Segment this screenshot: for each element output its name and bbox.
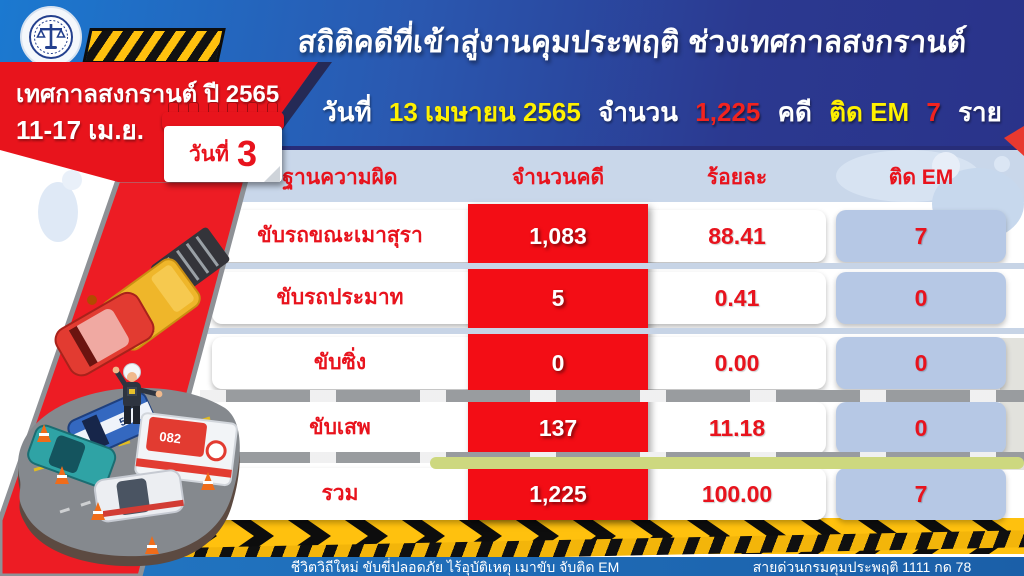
ambulance-roof-number: 082: [159, 429, 182, 447]
em-count-cell: 7: [914, 223, 928, 249]
em-label: ติด EM: [829, 97, 910, 127]
date-summary-line: วันที่ 13 เมษายน 2565 จำนวน 1,225 คดี ติ…: [300, 94, 1024, 130]
calendar-fold-corner: [264, 166, 280, 182]
column-header-cases: จำนวนคดี: [511, 166, 605, 189]
offense-cell: ขับเสพ: [309, 416, 371, 439]
row-separator: [206, 328, 1024, 334]
red-seven-ribbon: [0, 177, 249, 576]
calendar-day-label: วันที่: [188, 142, 229, 166]
water-splash-icon: [38, 182, 78, 242]
white-suv-graphic: [93, 469, 185, 523]
percent-cell: 0.00: [714, 350, 760, 376]
calendar-day-card: วันที่ 3: [162, 102, 284, 184]
column-header-em: ติด EM: [888, 166, 954, 189]
em-unit: ราย: [958, 97, 1002, 127]
footer-hotline: สายด่วนกรมคุมประพฤติ 1111 กด 78: [752, 559, 972, 575]
column-header-percent: ร้อยละ: [706, 166, 768, 189]
em-count-cell: 0: [914, 285, 928, 311]
percent-cell: 88.41: [708, 223, 766, 249]
yellow-truck-graphic: [100, 258, 201, 351]
cases-unit: คดี: [777, 97, 812, 127]
footer-bar: [0, 557, 1024, 576]
footer-slogan: ชีวิตวิถีใหม่ ขับขี่ปลอดภัย ไร้อุบัติเหต…: [290, 559, 620, 575]
em-cell: [836, 337, 1006, 389]
cases-cell: 137: [538, 415, 578, 441]
page-title: สถิติคดีที่เข้าสู่งานคุมประพฤติ ช่วงเทศก…: [296, 26, 968, 59]
total-label-cell: รวม: [321, 482, 359, 505]
offense-cell: ขับรถขณะเมาสุรา: [257, 224, 423, 247]
hazard-tape: [82, 28, 226, 64]
department-logo: [20, 6, 82, 68]
date-prefix: วันที่: [322, 97, 372, 127]
police-roof-number: 50: [118, 413, 134, 429]
calendar-page: วันที่ 3: [164, 126, 282, 182]
grass-stripe-decoration: [430, 457, 1024, 469]
em-count-cell: 0: [914, 415, 928, 441]
total-percent-cell: 100.00: [701, 481, 773, 507]
em-cell: [836, 468, 1006, 520]
date-value: 13 เมษายน 2565: [388, 97, 581, 127]
offense-cell: ขับซิ่ง: [313, 351, 367, 374]
em-cell: [836, 402, 1006, 454]
teal-car-graphic: [27, 424, 117, 488]
total-em-cell: 7: [914, 481, 928, 507]
em-cell: [836, 272, 1006, 324]
percent-cell: 0.41: [714, 285, 760, 311]
traffic-officer-graphic: [112, 363, 163, 424]
road-stripe-decoration: [200, 390, 1024, 402]
case-count: 1,225: [695, 97, 761, 127]
em-count: 7: [926, 97, 941, 127]
cases-cell: 0: [551, 350, 565, 376]
percent-cell: 11.18: [708, 415, 766, 441]
count-label: จำนวน: [598, 97, 679, 127]
cases-cell: 1,083: [529, 223, 587, 249]
calendar-day-number: 3: [236, 133, 258, 174]
red-car-graphic: [54, 291, 155, 377]
offense-cell: ขับรถประมาท: [276, 286, 404, 309]
total-cases-cell: 1,225: [529, 481, 587, 507]
cases-cell: 5: [551, 285, 565, 311]
police-car-graphic: 50: [67, 391, 157, 459]
em-count-cell: 0: [914, 350, 928, 376]
row-separator: [206, 263, 1024, 269]
scales-of-justice-icon: [29, 15, 73, 59]
